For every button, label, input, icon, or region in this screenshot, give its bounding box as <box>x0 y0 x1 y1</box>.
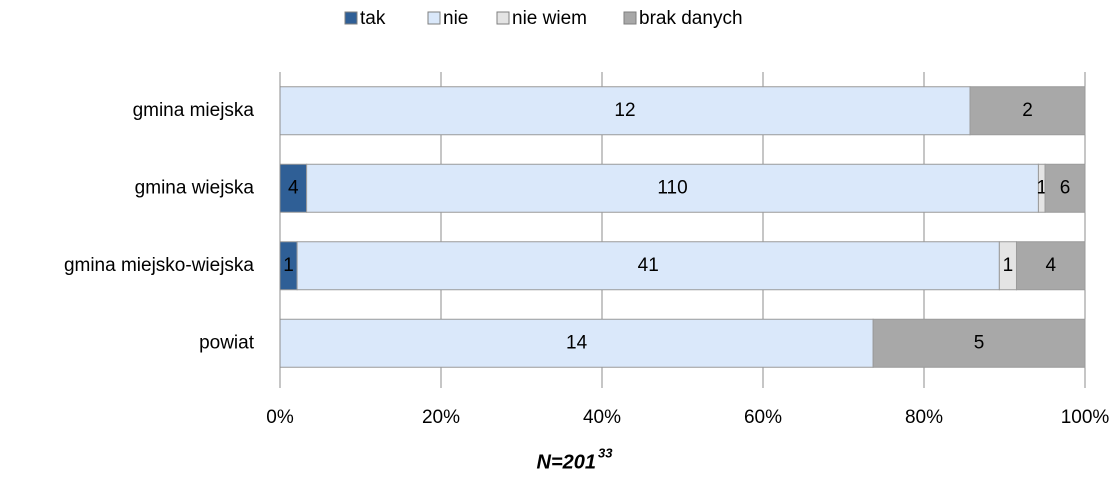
x-tick-label: 100% <box>1061 407 1110 428</box>
x-tick-label: 60% <box>744 407 782 428</box>
y-tick-label: gmina miejsko-wiejska <box>64 255 254 276</box>
data-label: 4 <box>288 177 299 198</box>
legend-label: nie wiem <box>512 8 587 29</box>
legend-swatch <box>427 11 441 25</box>
data-label: 41 <box>638 255 659 276</box>
data-label: 14 <box>566 332 588 353</box>
data-label: 5 <box>974 332 985 353</box>
y-tick-label: powiat <box>199 332 255 353</box>
bar-segment <box>296 241 1000 291</box>
data-label: 6 <box>1060 177 1071 198</box>
x-tick-label: 0% <box>266 407 294 428</box>
data-label: 1 <box>1003 255 1014 276</box>
data-label: 110 <box>657 177 687 198</box>
legend-swatch <box>344 11 358 25</box>
data-label: 12 <box>614 100 635 121</box>
bar-segment <box>279 318 874 368</box>
y-tick-label: gmina miejska <box>133 100 255 121</box>
data-label: 4 <box>1045 255 1056 276</box>
legend-swatch <box>623 11 637 25</box>
x-tick-label: 20% <box>422 407 460 428</box>
data-label: 1 <box>1036 177 1047 198</box>
x-tick-label: 40% <box>583 407 621 428</box>
legend-label: tak <box>360 8 386 29</box>
footnote: N=201 <box>537 451 597 473</box>
bar-segment <box>969 86 1086 136</box>
data-label: 2 <box>1022 100 1033 121</box>
bar-segment <box>279 86 971 136</box>
bar-segment <box>872 318 1086 368</box>
legend-swatch <box>496 11 510 25</box>
legend-label: brak danych <box>639 8 743 29</box>
data-label: 1 <box>283 255 294 276</box>
x-tick-label: 80% <box>905 407 943 428</box>
y-tick-label: gmina wiejska <box>135 177 255 198</box>
footnote-superscript: 33 <box>598 445 613 460</box>
legend-label: nie <box>443 8 468 29</box>
bar-segment <box>306 163 1039 213</box>
bar-segment <box>1015 241 1086 291</box>
bar-segment <box>1044 163 1086 213</box>
